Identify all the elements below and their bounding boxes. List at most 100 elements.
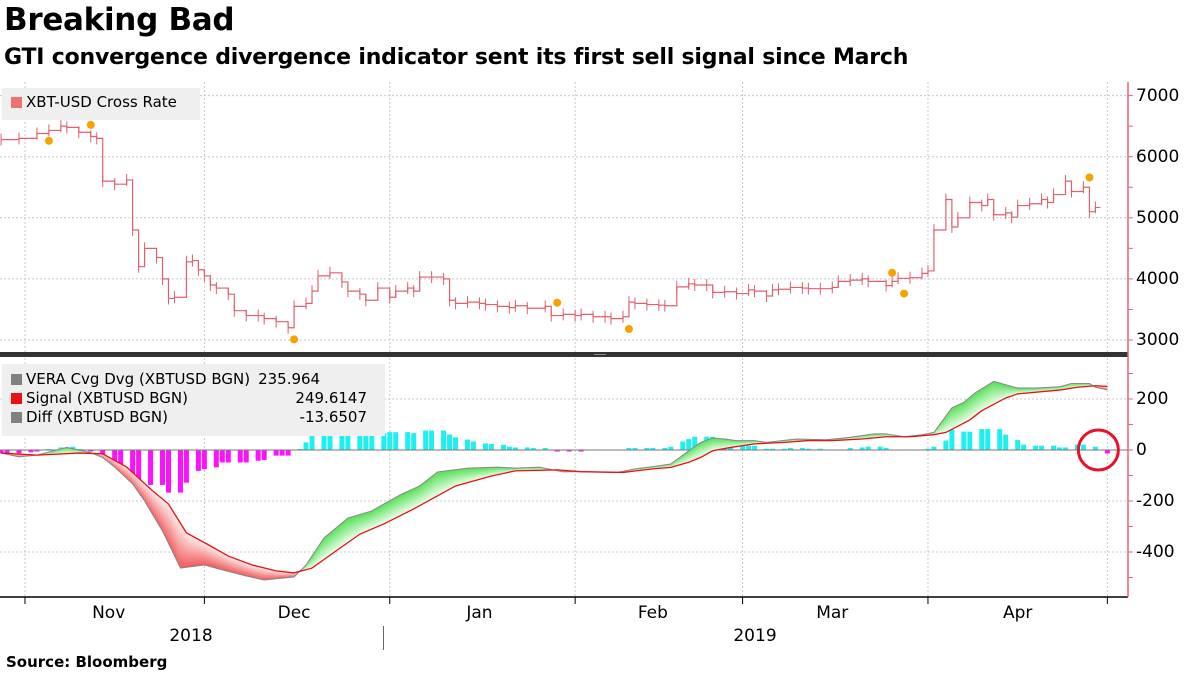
diff-bar xyxy=(136,450,142,485)
divergence-fill-segment xyxy=(468,468,470,483)
divergence-fill-segment xyxy=(62,448,64,454)
divergence-fill-segment xyxy=(254,565,256,579)
divergence-fill-segment xyxy=(960,403,962,426)
divergence-fill-segment xyxy=(696,444,698,460)
divergence-fill-segment xyxy=(750,440,752,445)
divergence-fill-segment xyxy=(992,381,994,406)
divergence-fill-segment xyxy=(244,561,246,576)
divergence-fill-segment xyxy=(1074,383,1076,388)
diff-bar xyxy=(453,437,459,450)
divergence-fill-segment xyxy=(720,438,722,450)
divergence-fill-segment xyxy=(420,484,422,506)
divergence-fill-segment xyxy=(742,440,744,446)
divergence-fill-segment xyxy=(1000,383,1002,402)
divergence-fill-segment xyxy=(342,521,344,547)
divergence-fill-segment xyxy=(404,492,406,514)
diff-bar xyxy=(148,450,154,485)
divergence-fill-segment xyxy=(714,438,716,451)
legend-label-signal: Signal (XBTUSD BGN) xyxy=(26,389,188,407)
divergence-fill-segment xyxy=(1072,383,1074,389)
diff-bar xyxy=(34,450,40,452)
divergence-fill-segment xyxy=(200,540,202,566)
divergence-fill-segment xyxy=(384,502,386,524)
divergence-fill-segment xyxy=(756,440,758,444)
month-label: Nov xyxy=(92,603,126,623)
divergence-fill-segment xyxy=(238,559,240,575)
divergence-fill-segment xyxy=(146,484,148,507)
diff-bar xyxy=(847,447,853,450)
divergence-fill-segment xyxy=(734,440,736,447)
diff-bar xyxy=(1057,447,1063,450)
diff-bar xyxy=(369,429,375,450)
signal-marker xyxy=(86,120,95,129)
divergence-fill-segment xyxy=(396,496,398,518)
divergence-fill-segment xyxy=(536,467,538,471)
diff-bar xyxy=(465,439,470,450)
divergence-fill-segment xyxy=(858,435,860,440)
diff-bar xyxy=(482,443,488,450)
y-tick-label-indicator: 200 xyxy=(1136,389,1169,409)
diff-bar xyxy=(339,425,345,450)
diff-bar xyxy=(787,447,793,450)
diff-bar xyxy=(578,450,584,452)
divergence-fill-segment xyxy=(1080,383,1082,388)
diff-bar xyxy=(183,450,189,483)
divergence-fill-segment xyxy=(954,405,956,429)
diff-bar xyxy=(859,447,865,450)
divergence-fill-segment xyxy=(306,562,308,570)
divergence-fill-segment xyxy=(1022,388,1024,394)
divergence-fill-segment xyxy=(702,441,704,457)
signal-marker xyxy=(624,325,633,334)
divergence-fill-segment xyxy=(974,392,976,417)
divergence-fill-segment xyxy=(666,464,668,468)
diff-bar xyxy=(273,450,279,456)
divergence-fill-segment xyxy=(726,439,728,449)
divergence-fill-segment xyxy=(454,469,456,487)
divergence-fill-segment xyxy=(72,448,74,454)
divergence-fill-segment xyxy=(490,467,492,477)
divergence-fill-segment xyxy=(138,477,140,495)
divergence-fill-segment xyxy=(694,445,696,461)
divergence-fill-segment xyxy=(268,568,270,580)
source-note: Source: Bloomberg xyxy=(6,653,168,671)
divergence-fill-segment xyxy=(492,467,494,476)
divergence-fill-segment xyxy=(338,524,340,550)
diff-bar xyxy=(542,447,548,450)
divergence-fill-segment xyxy=(748,440,750,445)
divergence-fill-segment xyxy=(434,473,436,498)
divergence-fill-segment xyxy=(270,569,272,580)
year-label-2018: 2018 xyxy=(169,626,213,646)
y-tick-label-price: 3000 xyxy=(1136,330,1180,350)
legend-label-price: XBT-USD Cross Rate xyxy=(26,93,177,111)
divergence-fill-segment xyxy=(164,500,166,539)
divergence-fill-segment xyxy=(1028,388,1030,393)
divergence-fill-segment xyxy=(288,572,290,578)
divergence-fill-segment xyxy=(286,571,288,578)
divergence-fill-segment xyxy=(182,525,184,568)
divergence-fill-segment xyxy=(698,442,700,459)
divergence-fill-segment xyxy=(234,558,236,574)
divergence-fill-segment xyxy=(240,560,242,575)
divergence-fill-segment xyxy=(304,565,306,571)
divergence-fill-segment xyxy=(966,398,968,422)
divergence-fill-segment xyxy=(278,571,280,579)
divergence-fill-segment xyxy=(1026,388,1028,394)
divergence-fill-segment xyxy=(740,440,742,447)
diff-bar xyxy=(1092,446,1098,450)
diff-bar xyxy=(865,446,871,450)
divergence-fill-segment xyxy=(162,498,164,535)
divergence-fill-segment xyxy=(196,538,198,567)
divergence-fill-segment xyxy=(668,464,670,468)
divergence-fill-segment xyxy=(170,506,172,551)
divergence-fill-segment xyxy=(690,448,692,462)
divergence-fill-segment xyxy=(1042,387,1044,392)
signal-marker xyxy=(1085,173,1094,182)
divergence-fill-segment xyxy=(366,512,368,532)
y-tick-label-price: 4000 xyxy=(1136,268,1180,289)
divergence-fill-segment xyxy=(374,508,376,529)
divergence-fill-segment xyxy=(274,570,276,580)
divergence-fill-segment xyxy=(116,461,118,471)
divergence-fill-segment xyxy=(502,467,504,474)
diff-bar xyxy=(213,450,219,468)
signal-line xyxy=(1,385,1108,574)
